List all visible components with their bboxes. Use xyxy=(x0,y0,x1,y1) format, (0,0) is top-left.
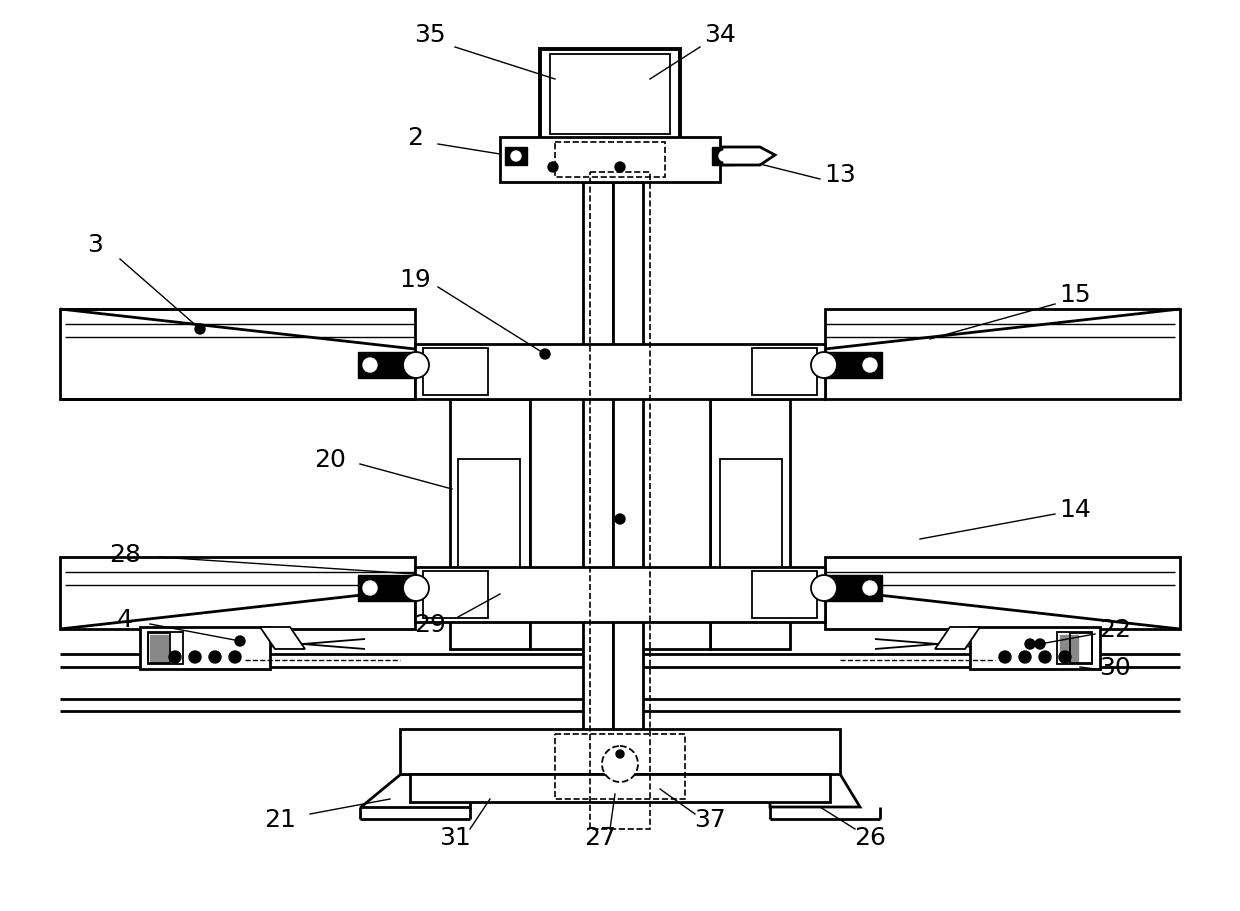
Circle shape xyxy=(210,651,221,663)
Circle shape xyxy=(1035,640,1045,650)
Bar xyxy=(825,576,882,601)
Text: 22: 22 xyxy=(1099,618,1131,641)
Text: 31: 31 xyxy=(439,825,471,849)
Bar xyxy=(410,774,830,802)
Text: 37: 37 xyxy=(694,807,725,831)
Bar xyxy=(1060,635,1078,661)
Bar xyxy=(1070,633,1092,663)
Bar xyxy=(458,459,520,569)
Text: 20: 20 xyxy=(314,447,346,472)
Circle shape xyxy=(403,576,429,601)
Polygon shape xyxy=(722,148,775,166)
Polygon shape xyxy=(770,774,861,807)
Polygon shape xyxy=(60,558,415,630)
Bar xyxy=(970,628,1100,670)
Text: 30: 30 xyxy=(1099,655,1131,680)
Text: 19: 19 xyxy=(399,268,430,292)
Bar xyxy=(415,568,825,622)
Bar xyxy=(539,50,680,140)
Circle shape xyxy=(363,359,377,373)
Circle shape xyxy=(363,581,377,596)
Circle shape xyxy=(601,746,639,783)
Polygon shape xyxy=(935,628,980,650)
Circle shape xyxy=(1059,651,1071,663)
Bar xyxy=(150,635,167,661)
Bar xyxy=(590,173,650,829)
Text: 27: 27 xyxy=(584,825,616,849)
Circle shape xyxy=(539,350,551,360)
Text: 29: 29 xyxy=(414,612,446,636)
Circle shape xyxy=(236,636,246,646)
Circle shape xyxy=(811,353,837,379)
Bar xyxy=(450,400,529,650)
Polygon shape xyxy=(260,628,305,650)
Bar xyxy=(751,571,817,619)
Text: 21: 21 xyxy=(264,807,296,831)
Bar xyxy=(751,349,817,395)
Bar xyxy=(423,571,489,619)
Bar xyxy=(140,628,270,670)
Bar xyxy=(556,734,684,799)
Text: 34: 34 xyxy=(704,23,735,47)
Circle shape xyxy=(1039,651,1052,663)
Bar xyxy=(556,143,665,178)
Circle shape xyxy=(719,152,729,162)
Bar xyxy=(720,459,782,569)
Bar xyxy=(358,576,415,601)
Bar xyxy=(415,344,825,400)
Bar xyxy=(500,138,720,183)
Bar xyxy=(423,349,489,395)
Text: 2: 2 xyxy=(407,126,423,149)
Bar xyxy=(825,353,882,379)
Polygon shape xyxy=(60,310,415,400)
Text: 13: 13 xyxy=(825,163,856,187)
Text: 26: 26 xyxy=(854,825,887,849)
Circle shape xyxy=(615,163,625,173)
Circle shape xyxy=(616,750,624,758)
Polygon shape xyxy=(825,310,1180,400)
Bar xyxy=(358,353,415,379)
Bar xyxy=(505,148,527,166)
Bar xyxy=(583,183,613,759)
Text: 4: 4 xyxy=(117,608,133,631)
Text: 14: 14 xyxy=(1059,497,1091,521)
Circle shape xyxy=(511,152,521,162)
Bar xyxy=(711,400,790,650)
Bar xyxy=(613,183,644,759)
Bar xyxy=(148,632,184,664)
Circle shape xyxy=(548,163,558,173)
Bar xyxy=(401,729,839,774)
Bar xyxy=(148,633,170,663)
Text: 15: 15 xyxy=(1059,282,1091,307)
Bar xyxy=(1056,632,1092,664)
Circle shape xyxy=(615,515,625,525)
Bar xyxy=(529,384,711,650)
Circle shape xyxy=(169,651,181,663)
Circle shape xyxy=(229,651,241,663)
Text: 3: 3 xyxy=(87,232,103,257)
Circle shape xyxy=(999,651,1011,663)
Circle shape xyxy=(811,576,837,601)
Circle shape xyxy=(863,359,877,373)
Bar xyxy=(551,55,670,135)
Circle shape xyxy=(403,353,429,379)
Circle shape xyxy=(188,651,201,663)
Bar xyxy=(712,148,734,166)
Circle shape xyxy=(1019,651,1030,663)
Text: 35: 35 xyxy=(414,23,446,47)
Polygon shape xyxy=(825,558,1180,630)
Polygon shape xyxy=(360,774,470,807)
Circle shape xyxy=(863,581,877,596)
Text: 28: 28 xyxy=(109,542,141,567)
Circle shape xyxy=(195,324,205,334)
Circle shape xyxy=(1025,640,1035,650)
